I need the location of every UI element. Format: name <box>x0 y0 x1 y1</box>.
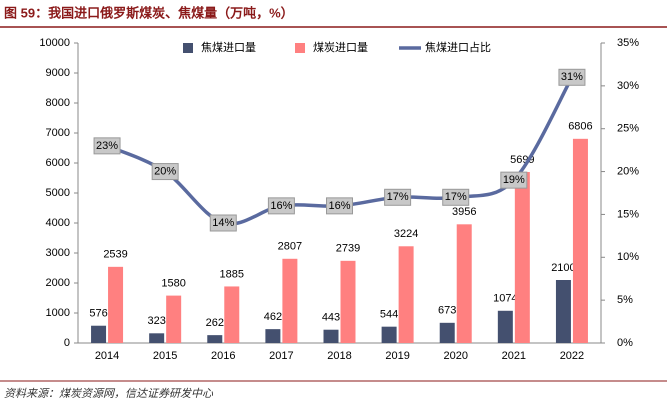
data-label: 2739 <box>336 243 360 255</box>
data-label: 6806 <box>568 121 592 133</box>
x-tick-label: 2022 <box>560 350 584 362</box>
data-label: 443 <box>322 312 340 324</box>
bar <box>282 258 298 343</box>
y-tick-label: 9000 <box>46 67 70 79</box>
bar <box>207 335 223 343</box>
bar <box>224 286 240 343</box>
y2-tick-label: 0% <box>617 337 633 349</box>
bar <box>108 266 124 343</box>
bar <box>497 310 513 343</box>
bar <box>149 333 165 343</box>
data-label: 1074 <box>493 293 517 305</box>
x-tick-label: 2014 <box>95 350 119 362</box>
x-tick-label: 2021 <box>502 350 526 362</box>
y2-tick-label: 5% <box>617 294 633 306</box>
y-tick-label: 1000 <box>46 307 70 319</box>
data-label: 323 <box>147 315 165 327</box>
label-box <box>442 188 470 206</box>
legend-label: 焦煤进口量 <box>201 41 256 54</box>
y2-tick-label: 25% <box>617 123 639 135</box>
y-tick-label: 8000 <box>46 97 70 109</box>
y-tick-label: 10000 <box>39 37 70 49</box>
label-box <box>209 214 237 232</box>
label-box <box>500 171 528 189</box>
bar <box>381 326 397 343</box>
legend-label: 焦煤进口占比 <box>425 40 491 54</box>
x-tick-label: 2019 <box>385 350 409 362</box>
bar <box>340 260 356 343</box>
label-box <box>384 188 412 206</box>
data-label: 20% <box>154 165 176 177</box>
label-box <box>326 197 353 215</box>
data-label: 462 <box>264 311 282 323</box>
data-label: 17% <box>387 191 409 203</box>
bar <box>514 172 530 343</box>
data-label: 3956 <box>452 206 476 218</box>
bar <box>555 280 571 343</box>
y2-tick-label: 20% <box>617 165 639 177</box>
data-label: 14% <box>212 217 234 229</box>
data-label: 3224 <box>394 228 418 240</box>
y-tick-label: 4000 <box>46 217 70 229</box>
label-box <box>267 197 295 215</box>
y2-tick-label: 30% <box>617 80 639 92</box>
y-tick-label: 7000 <box>46 127 70 139</box>
data-label: 2539 <box>103 249 127 261</box>
bar <box>91 325 107 343</box>
y-tick-label: 0 <box>64 337 70 349</box>
y-tick-label: 6000 <box>46 157 70 169</box>
bar <box>323 329 339 343</box>
legend-label: 煤炭进口量 <box>313 41 368 54</box>
bar <box>265 329 281 343</box>
label-box <box>558 68 586 86</box>
data-label: 2100 <box>551 262 575 274</box>
data-label: 16% <box>328 200 350 212</box>
x-tick-label: 2020 <box>443 350 467 362</box>
x-tick-label: 2018 <box>327 350 351 362</box>
bar <box>439 322 455 343</box>
data-label: 23% <box>96 140 118 152</box>
y-tick-label: 2000 <box>46 277 70 289</box>
x-tick-label: 2015 <box>153 350 177 362</box>
y2-tick-label: 15% <box>617 208 639 220</box>
data-label: 16% <box>270 200 292 212</box>
data-label: 576 <box>89 308 107 320</box>
data-label: 2807 <box>278 241 302 253</box>
data-label: 544 <box>380 309 398 321</box>
bar <box>166 295 182 343</box>
data-label: 17% <box>445 191 467 203</box>
data-label: 673 <box>438 305 456 317</box>
data-label: 19% <box>503 174 525 186</box>
x-tick-label: 2016 <box>211 350 235 362</box>
legend-swatch <box>295 43 305 53</box>
data-label: 1580 <box>161 278 185 290</box>
y2-tick-label: 10% <box>617 251 639 263</box>
chart-title: 图 59：我国进口俄罗斯煤炭、焦煤量（万吨，%） <box>4 5 294 20</box>
source: 资料来源：煤炭资源网，信达证券研发中心 <box>4 387 214 400</box>
y-tick-label: 3000 <box>46 247 70 259</box>
legend-swatch <box>183 43 193 53</box>
data-label: 1885 <box>220 268 244 280</box>
y-tick-label: 5000 <box>46 187 70 199</box>
data-label: 31% <box>561 71 583 83</box>
label-box <box>93 137 121 155</box>
data-label: 262 <box>206 317 224 329</box>
y2-tick-label: 35% <box>617 37 639 49</box>
bar <box>456 224 472 343</box>
bar <box>398 246 414 343</box>
bar <box>572 138 588 343</box>
label-box <box>151 163 179 181</box>
x-tick-label: 2017 <box>269 350 293 362</box>
